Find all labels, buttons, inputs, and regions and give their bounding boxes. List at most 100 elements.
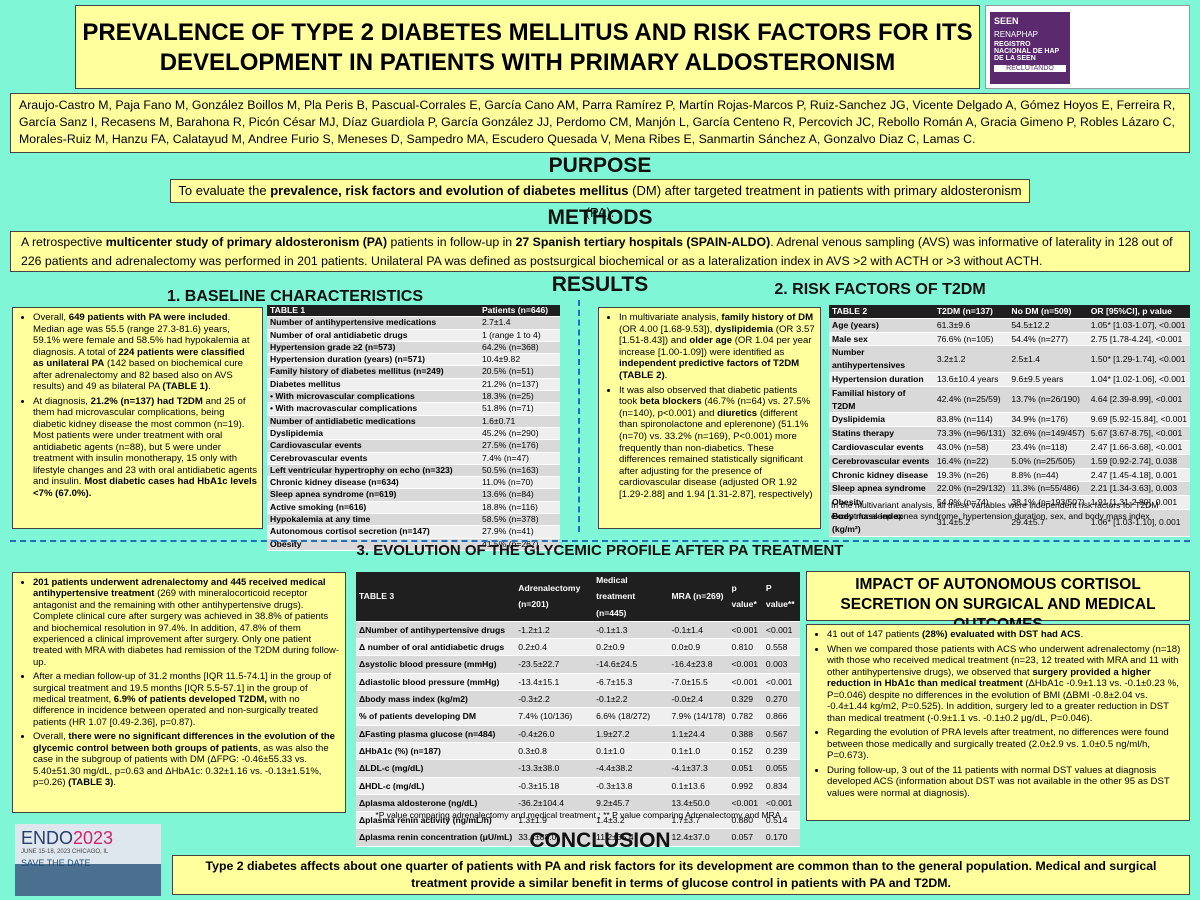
header-cell: OR [95%CI], p value: [1087, 305, 1190, 319]
badge-status: RECLUTANDO: [994, 65, 1066, 72]
table-cell: 13.4±50.0: [668, 794, 729, 813]
bold-text: multicenter study of primary aldosteroni…: [105, 235, 388, 249]
endo-date: JUNE 15-18, 2023 CHICAGO, IL: [21, 849, 109, 855]
authors-box: Araujo-Castro M, Paja Fano M, González B…: [10, 93, 1190, 153]
table-cell: 0.170: [762, 828, 800, 847]
table-cell: 1 (range 1 to 4): [478, 329, 560, 342]
table-cell: Autonomous cortisol secretion (n=147): [267, 525, 479, 539]
table-row: Δplasma renin activity (ng/mL/h) 1.3±1.9 1…: [356, 811, 800, 830]
table-cell: 8.8% (n=44): [1008, 468, 1088, 483]
title-box: PREVALENCE OF TYPE 2 DIABETES MELLITUS A…: [75, 5, 980, 89]
table-row: ΔNumber of antihypertensive drugs -1.2±1.…: [356, 621, 800, 640]
table-cell: 29.4±5.7: [1008, 509, 1088, 537]
table-cell: Δplasma aldosterone (ng/dL): [356, 794, 516, 813]
bold-text: 224 patients were classified as unilater…: [33, 346, 245, 370]
table-cell: Sleep apnea syndrome (n=619): [267, 488, 479, 502]
table-cell: Left ventricular hypertrophy on echo (n=…: [267, 464, 479, 478]
table-cell: 2.47 [1.66-3.68], <0.001: [1087, 440, 1190, 455]
text: .: [1080, 629, 1084, 640]
table-cell: -36.2±104.4: [515, 794, 594, 813]
table-cell: -0.1±2.2: [593, 690, 669, 709]
header-cell: T2DM (n=137): [933, 305, 1009, 319]
table-cell: ΔHDL-c (mg/dL): [356, 777, 516, 795]
table-cell: 9.69 [5.92-15.84], <0.001: [1087, 412, 1190, 428]
table-cell: 13.6% (n=84): [478, 488, 560, 502]
table-cell: Δplasma renin concentration (μU/mL): [356, 828, 516, 847]
table-cell: 1.50* [1.29-1.74], <0.001: [1087, 345, 1190, 373]
table-row: ΔHbA1c (%) (n=187) 0.3±0.8 0.1±1.0 0.1±1.0 0…: [356, 742, 800, 761]
table-cell: 0.055: [762, 759, 800, 778]
header-cell: Patients (n=646): [478, 305, 560, 318]
conclusion-text: Type 2 diabetes affects about one quarte…: [205, 859, 1157, 890]
bold-text: older age: [689, 335, 733, 347]
registry-badge: SEEN RENAPHAP REGISTRO NACIONAL DE HAP D…: [985, 5, 1190, 89]
table-row: Number of antidiabetic medications 1.6±0.…: [267, 415, 560, 428]
text: patients in follow-up in: [387, 235, 516, 249]
bullet: In multivariate analysis, family history…: [619, 312, 816, 382]
table-cell: 2.21 [1.34-3.63], 0.003: [1087, 481, 1190, 497]
header-cell: Adrenalectomy (n=201): [515, 572, 594, 622]
table-cell: -0.3±13.8: [593, 777, 669, 795]
table-cell: 5.67 [3.67-8.75], <0.001: [1087, 426, 1190, 441]
table-row: Δdiastolic blood pressure (mmHg) -13.4±15…: [356, 673, 800, 692]
table-cell: 0.270: [762, 690, 800, 709]
table-cell: -7.0±15.5: [668, 673, 729, 692]
table-cell: 9.6±9.5 years: [1008, 372, 1088, 387]
bold-text: family history of DM: [721, 312, 814, 323]
header-row: TABLE 1 Patients (n=646): [267, 305, 560, 318]
table-cell: -0.3±15.18: [515, 777, 594, 795]
table-cell: 0.051: [728, 759, 763, 778]
table-row: Δsystolic blood pressure (mmHg) -23.5±22.…: [356, 655, 800, 674]
table-row: Number of oral antidiabetic drugs 1 (rang…: [267, 329, 560, 342]
table-cell: 4.64 [2.39-8.99], <0.001: [1087, 386, 1190, 414]
table-cell: 27.5% (n=176): [478, 439, 560, 453]
bold-text: independent predictive factors of T2DM (…: [619, 358, 800, 381]
table-cell: 21.2% (n=137): [478, 378, 560, 392]
bold-text: Most diabetic cases had HbA1c levels <7%…: [33, 476, 257, 499]
table-cell: 1.3±1.9: [515, 811, 594, 830]
bullet: At diagnosis, 21.2% (n=137) had T2DM and…: [33, 396, 258, 500]
bold-text: diuretics: [717, 407, 758, 419]
text: . Median age was 55.5 (range 27.3-81.6) …: [33, 312, 250, 358]
badge-name: REGISTRO NACIONAL DE HAP DE LA SEEN: [994, 41, 1060, 62]
table-cell: 38.1% (n=193/507): [1008, 495, 1088, 510]
table-cell: 1.6±0.71: [478, 415, 560, 428]
table-cell: 3.2±1.2: [933, 345, 1009, 373]
table-header: TABLE 2 T2DM (n=137) No DM (n=509) OR [95%C…: [829, 305, 1190, 319]
text: (46.7% (n=64) vs. 27.5% (n=140), p<0.001…: [619, 396, 811, 419]
text: (different than spironolactone and epler…: [619, 407, 813, 500]
table-row: Autonomous cortisol secretion (n=147) 27.…: [267, 525, 560, 539]
table-cell: 0.834: [762, 777, 800, 795]
table-cell: 0.992: [728, 777, 763, 795]
table-row: Sleep apnea syndrome (n=619) 13.6% (n=84): [267, 488, 560, 502]
table-cell: 0.152: [728, 742, 763, 761]
text: .: [113, 776, 116, 788]
bullet: It was also observed that diabetic patie…: [619, 385, 816, 501]
text: A retrospective: [21, 235, 106, 249]
bold-text: 201 patients underwent adrenalectomy and…: [33, 577, 326, 600]
table-row: Cardiovascular events 27.5% (n=176): [267, 439, 560, 453]
table-body: ΔNumber of antihypertensive drugs -1.2±1.…: [356, 621, 800, 847]
bold-text: (28%) evaluated with DST had ACS: [921, 629, 1081, 640]
table-cell: 0.1±1.0: [668, 742, 729, 761]
table-cell: Diabetes mellitus: [267, 378, 479, 392]
table-cell: 20.5% (n=51): [478, 365, 560, 379]
table-cell: 22.0% (n=29/132): [933, 481, 1009, 497]
table-cell: Chronic kidney disease (n=634): [267, 476, 479, 490]
table-cell: 0.567: [762, 725, 800, 743]
table-row: Age (years) 61.3±9.6 54.5±12.2 1.05* [1.03-…: [829, 318, 1190, 333]
purpose-box: To evaluate the prevalence, risk factors…: [170, 179, 1030, 220]
table-cell: 33.4±88.0: [515, 828, 594, 847]
bullet-list: In multivariate analysis, family history…: [603, 312, 816, 501]
table-cell: 0.514: [762, 811, 800, 830]
header-cell: TABLE 1: [267, 305, 479, 318]
table-cell: ΔNumber of antihypertensive drugs: [356, 621, 516, 640]
table-row: Cerebrovascular events 7.4% (n=47): [267, 452, 560, 465]
bullets-box: 41 out of 147 patients (28%) evaluated w…: [806, 624, 1190, 821]
table-cell: 50.5% (n=163): [478, 464, 560, 478]
text: (DM) after targeted treatment in patient…: [585, 183, 1022, 220]
table-cell: 73.3% (n=96/131): [933, 426, 1009, 441]
header-cell: MRA (n=269): [668, 572, 729, 622]
bullet: During follow-up, 3 out of the 11 patien…: [827, 765, 1185, 800]
table-cell: 45.2% (n=290): [478, 427, 560, 441]
